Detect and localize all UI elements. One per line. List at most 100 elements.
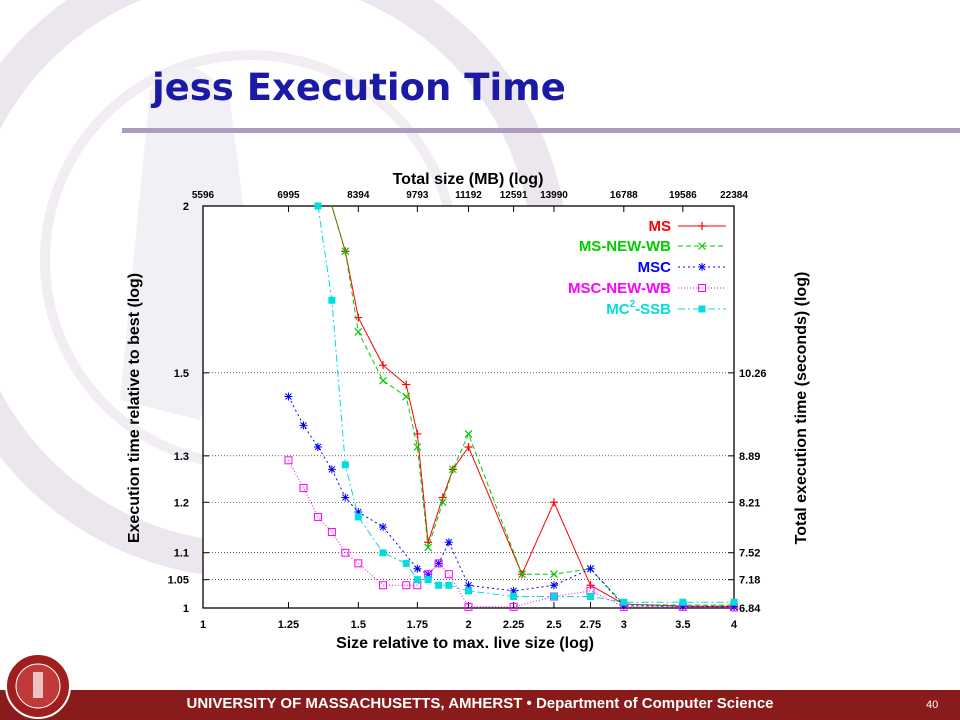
data-point — [586, 581, 595, 590]
legend: MS MS-NEW-WB MSC MSC-NEW-WB MC2-SSB — [568, 218, 726, 318]
y-tick-label: 1 — [183, 603, 189, 615]
data-point — [424, 543, 433, 552]
data-point — [341, 493, 350, 502]
data-point — [299, 421, 308, 430]
data-point — [424, 576, 432, 584]
top-tick-label: 8394 — [347, 190, 370, 201]
top-tick-label: 11192 — [455, 190, 482, 201]
y2-tick-label: 8.89 — [739, 451, 760, 463]
data-point — [730, 602, 738, 611]
data-point — [313, 512, 322, 521]
series-line — [288, 460, 735, 608]
data-point — [354, 327, 363, 336]
data-point — [434, 559, 443, 568]
legend-mc-superscript: 2 — [630, 299, 636, 310]
y2-tick-label: 8.21 — [739, 497, 760, 509]
data-point — [341, 548, 350, 557]
y-tick-label: 1.1 — [174, 548, 189, 560]
footer-department: Department of Computer Science — [535, 695, 774, 712]
data-point — [354, 559, 363, 568]
legend-label: MSC-NEW-WB — [568, 280, 671, 297]
series-mc-ssb — [314, 202, 738, 606]
x-tick-label: 2.25 — [503, 619, 524, 631]
data-point — [354, 508, 363, 517]
data-point — [402, 581, 411, 590]
y2-tick-label: 7.52 — [739, 548, 760, 560]
data-point — [679, 598, 687, 606]
legend-marker — [698, 242, 706, 250]
data-point — [464, 430, 473, 438]
data-point — [518, 570, 526, 579]
y-tick-label: 1.05 — [168, 575, 189, 587]
data-point — [341, 461, 349, 469]
university-seal-icon — [5, 653, 71, 719]
y-tick-label: 1.5 — [174, 368, 189, 380]
data-point — [678, 602, 687, 611]
data-point — [464, 581, 473, 590]
data-point — [550, 570, 558, 579]
data-point — [341, 247, 350, 256]
data-point — [379, 376, 387, 385]
y-tick-label: 2 — [183, 201, 189, 213]
footer-separator: • — [522, 695, 536, 712]
top-tick-label: 22384 — [720, 190, 748, 201]
data-point — [413, 576, 421, 584]
legend-marker — [698, 284, 706, 292]
x-tick-label: 2 — [465, 619, 471, 631]
legend-mc-prefix: MC — [606, 301, 629, 318]
data-point — [379, 361, 388, 370]
x-tick-label: 1.5 — [351, 619, 366, 631]
data-point — [354, 513, 362, 521]
title-rule — [122, 128, 960, 133]
data-point — [509, 586, 518, 595]
y-tick-label: 1.2 — [174, 497, 189, 509]
data-point — [549, 581, 558, 590]
data-point — [586, 593, 594, 601]
x-tick-label: 3.5 — [675, 619, 690, 631]
data-point — [314, 202, 322, 210]
data-point — [510, 593, 518, 601]
data-point — [313, 442, 322, 451]
series-line — [331, 205, 734, 606]
legend-label: MSC — [638, 259, 672, 276]
data-point — [438, 498, 447, 507]
legend-label: MS-NEW-WB — [579, 238, 671, 255]
top-tick-label: 5596 — [192, 190, 215, 201]
footer-university: UNIVERSITY OF MASSACHUSETTS, AMHERST — [186, 695, 523, 712]
y2-axis-title: Total execution time (seconds) (log) — [793, 272, 810, 545]
data-point — [284, 392, 293, 401]
top-tick-label: 19586 — [669, 190, 697, 201]
data-point — [464, 442, 473, 451]
data-point — [620, 598, 628, 606]
legend-marker — [698, 263, 706, 271]
y2-tick-label: 6.84 — [739, 603, 761, 615]
y2-tick-label: 10.26 — [739, 368, 767, 380]
data-point — [444, 570, 453, 579]
y2-tick-label: 7.18 — [739, 575, 760, 587]
data-point — [464, 602, 473, 611]
data-point — [379, 522, 388, 531]
footer-text: UNIVERSITY OF MASSACHUSETTS, AMHERST • D… — [0, 695, 960, 712]
execution-time-chart: 1 1.05 1.1 1.2 1.3 1.5 2 6.84 7.18 7.52 8.21 8.89 10… — [126, 171, 810, 652]
top-tick-label: 16788 — [610, 190, 638, 201]
top-tick-label: 13990 — [540, 190, 568, 201]
data-point — [434, 559, 443, 568]
x-tick-label: 2.5 — [546, 619, 561, 631]
data-point — [413, 564, 422, 573]
legend-label: MC2-SSB — [606, 299, 671, 318]
top-tick-label: 12591 — [500, 190, 528, 201]
top-tick-label: 9793 — [406, 190, 429, 201]
series-line — [288, 396, 735, 608]
x-tick-label: 2.75 — [580, 619, 601, 631]
data-point — [549, 498, 558, 507]
data-point — [435, 581, 443, 589]
legend-label: MS — [649, 218, 672, 235]
data-point — [448, 465, 457, 474]
legend-mc-suffix: -SSB — [635, 301, 671, 318]
x-tick-label: 4 — [731, 619, 738, 631]
x-tick-label: 1.25 — [278, 619, 299, 631]
data-point — [402, 559, 410, 567]
data-point — [445, 581, 453, 589]
data-point — [379, 549, 387, 557]
page-number: 40 — [926, 699, 939, 711]
